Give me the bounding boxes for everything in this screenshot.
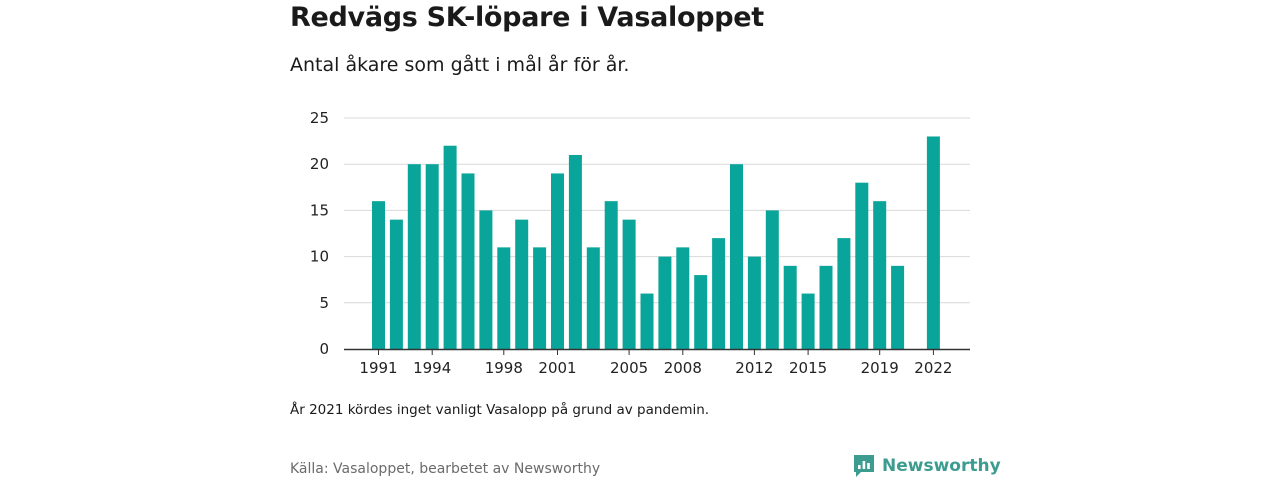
bar-2008	[676, 247, 690, 349]
brand-logo[interactable]: Newsworthy	[852, 453, 1001, 479]
source-credit: Källa: Vasaloppet, bearbetet av Newswort…	[290, 461, 601, 477]
y-tick-label: 20	[310, 155, 329, 173]
bar-2007	[658, 256, 672, 349]
x-tick-label: 2022	[914, 359, 952, 377]
bar-2003	[586, 247, 600, 349]
y-tick-label: 25	[310, 109, 329, 127]
newsworthy-logo-icon	[854, 455, 874, 477]
bar-2010	[712, 238, 726, 349]
bar-2006	[640, 293, 654, 349]
bar-2004	[604, 201, 618, 349]
bar-2015	[801, 293, 815, 349]
bar-chart: 0 5 10 15 20 25 1991 1994 1998 2001 2005 2008 2012 2…	[310, 109, 970, 377]
x-tick-label: 2019	[861, 359, 899, 377]
bar-1993	[407, 164, 421, 349]
y-tick-label: 15	[310, 201, 329, 219]
bar-1995	[443, 145, 457, 349]
bars	[372, 136, 940, 349]
chart-title: Redvägs SK-löpare i Vasaloppet	[290, 2, 764, 33]
bar-2000	[533, 247, 547, 349]
y-tick-label: 10	[310, 248, 329, 266]
bar-1991	[372, 201, 385, 349]
x-tick-label: 1994	[413, 359, 451, 377]
bar-2011	[730, 164, 743, 349]
bar-2020	[891, 265, 905, 349]
bar-1999	[515, 219, 529, 349]
bar-2017	[837, 238, 851, 349]
bar-2018	[855, 182, 869, 349]
chart-subtitle: Antal åkare som gått i mål år för år.	[290, 54, 630, 76]
x-tick-label: 2015	[789, 359, 827, 377]
bar-2012	[747, 256, 761, 349]
bar-1996	[461, 173, 475, 349]
bar-2022	[926, 136, 940, 349]
y-tick-label: 5	[319, 294, 329, 312]
x-tick-label: 2012	[735, 359, 773, 377]
bar-2016	[819, 265, 833, 349]
bar-2014	[783, 265, 797, 349]
x-tick-label: 2005	[610, 359, 648, 377]
x-tick-label: 1998	[485, 359, 523, 377]
x-tick-label: 2008	[664, 359, 702, 377]
bar-1997	[479, 210, 493, 349]
y-tick-label: 0	[319, 340, 329, 358]
x-tick-label: 1991	[359, 359, 397, 377]
y-axis-ticks: 0 5 10 15 20 25	[310, 109, 329, 358]
bar-2009	[694, 275, 708, 349]
bar-2002	[568, 154, 582, 349]
bar-1994	[425, 164, 439, 349]
bar-1998	[497, 247, 511, 349]
bar-2001	[551, 173, 564, 349]
footnote: År 2021 kördes inget vanligt Vasalopp på…	[290, 402, 710, 418]
bar-2013	[765, 210, 779, 349]
bar-2005	[622, 219, 636, 349]
brand-name: Newsworthy	[882, 456, 1001, 476]
bar-1992	[389, 219, 403, 349]
x-tick-label: 2001	[538, 359, 576, 377]
x-axis-ticks: 1991 1994 1998 2001 2005 2008 2012 2015 2019 2022	[359, 349, 952, 377]
bar-2019	[873, 201, 887, 349]
